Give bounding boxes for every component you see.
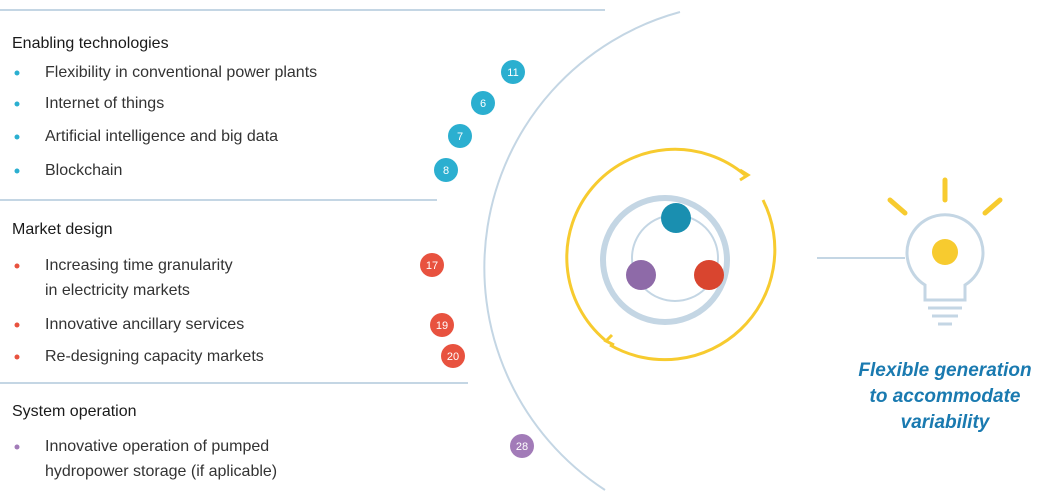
bulb-core	[932, 239, 958, 265]
section-title: Market design	[12, 221, 113, 238]
caption-line: Flexible generation	[858, 360, 1031, 381]
rays	[887, 177, 1003, 216]
arrow-arc	[565, 147, 746, 342]
badge	[510, 434, 534, 458]
node	[661, 203, 691, 233]
section-title: System operation	[12, 403, 137, 420]
badge	[430, 313, 454, 337]
badge-number: 28	[516, 441, 528, 453]
badge	[501, 60, 525, 84]
caption-line: to accommodate	[870, 386, 1021, 407]
item-text: Increasing time granularity	[45, 257, 233, 274]
bulb-outline	[905, 213, 985, 302]
item-text: Innovative ancillary services	[45, 316, 244, 333]
item-text: Innovative operation of pumped	[45, 438, 269, 455]
badge-number: 7	[457, 131, 463, 143]
badge-number: 6	[480, 98, 486, 110]
badge	[434, 158, 458, 182]
section-title: Enabling technologies	[12, 35, 169, 52]
bullet	[14, 134, 20, 140]
badge	[471, 91, 495, 115]
arrow-head	[739, 168, 751, 182]
bullet	[14, 354, 20, 360]
caption-line: variability	[901, 412, 991, 433]
node	[694, 260, 724, 290]
badge-number: 11	[507, 67, 518, 79]
ring	[600, 195, 730, 325]
ray	[982, 197, 1003, 216]
item-text: Blockchain	[45, 162, 122, 179]
bulb	[887, 177, 1003, 326]
nodes	[626, 203, 724, 290]
arrow-arc	[609, 199, 777, 362]
item-text: Artificial intelligence and big data	[45, 128, 278, 145]
big-arc	[483, 11, 681, 491]
bullet	[14, 263, 20, 269]
badge-number: 19	[436, 320, 448, 332]
badge	[448, 124, 472, 148]
badge	[420, 253, 444, 277]
bullet	[14, 70, 20, 76]
frame	[0, 9, 905, 491]
ray	[887, 197, 908, 216]
badge-number: 17	[426, 260, 438, 272]
cycle-arrows	[565, 147, 777, 362]
bullet	[14, 444, 20, 450]
item-text: Internet of things	[45, 95, 164, 112]
bullet	[14, 101, 20, 107]
badge	[441, 344, 465, 368]
badge-number: 8	[443, 165, 449, 177]
badge-number: 20	[447, 351, 459, 363]
node	[626, 260, 656, 290]
item-text: hydropower storage (if aplicable)	[45, 463, 277, 480]
item-text: in electricity markets	[45, 282, 190, 299]
item-text: Re-designing capacity markets	[45, 348, 264, 365]
bullet	[14, 322, 20, 328]
bullet	[14, 168, 20, 174]
arrow-head	[603, 333, 615, 347]
item-text: Flexibility in conventional power plants	[45, 64, 317, 81]
